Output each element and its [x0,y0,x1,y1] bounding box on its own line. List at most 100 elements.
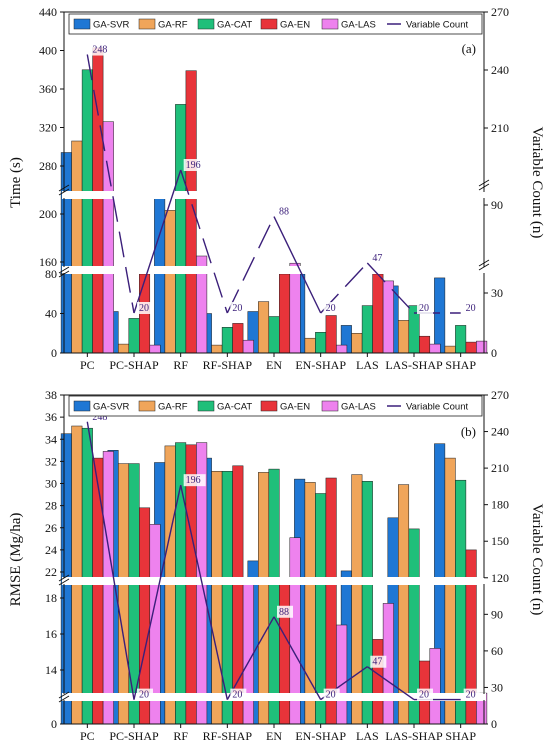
legend-swatch [73,400,91,412]
y2-tick-label: 210 [491,121,509,135]
x-tick-label: RF-SHAP [203,729,253,743]
legend-swatch [197,18,215,30]
variable-count-label: 20 [466,690,476,701]
variable-count-label: 196 [186,160,201,171]
legend-label: Variable Count [406,20,469,31]
axis-break-gap [482,192,486,198]
y-tick-label: 320 [39,121,57,135]
bar [361,305,373,354]
panel-label: (a) [462,41,476,56]
variable-count-label-bg [277,605,293,618]
variable-count-segment [86,421,135,700]
variable-count-label-bg [277,205,293,218]
bar [258,472,270,725]
legend-label: GA-SVR [93,20,130,31]
x-tick-label: PC-SHAP [109,358,159,372]
legend-label: GA-EN [280,402,310,413]
variable-count-segment [226,216,275,314]
bar [315,332,327,354]
panel-label: (b) [461,424,476,439]
variable-count-label-bg [417,688,433,701]
y2-tick-label: 120 [491,571,509,585]
variable-count-segment [273,216,322,314]
variable-count-segment [366,666,415,701]
bar [118,463,130,725]
bar [81,427,93,725]
y-tick-label: 24 [45,543,57,557]
legend-label: GA-CAT [217,402,252,413]
axis-break-band [62,693,486,701]
legend-swatch [260,400,278,412]
legend-label: Variable Count [406,402,469,413]
bar [304,337,316,354]
x-tick-label: SHAP [445,729,476,743]
y-tick-label: 0 [51,346,57,360]
variable-count-label: 248 [92,45,107,56]
axis-break-slash [58,574,70,582]
variable-count-label-bg [90,43,113,56]
bar [149,344,161,354]
bar [351,474,363,725]
legend: GA-SVR GA-RF GA-CAT GA-EN GA-LAS Variable Cou… [68,395,483,417]
bar [336,624,348,725]
legend-label: GA-RF [158,20,188,31]
y2-axis-title: Variable Count (n) [529,127,545,239]
variable-count-label: 20 [139,690,149,701]
bar [232,323,244,354]
x-tick-label: PC [80,358,95,372]
y2-tick-label: 30 [491,680,503,694]
plot-frame [63,11,485,354]
axis-break-slash [58,266,70,274]
bar [71,140,83,354]
bar [211,471,223,725]
variable-count-label: 20 [419,690,429,701]
legend: GA-SVR GA-RF GA-CAT GA-EN GA-LAS Variable Cou… [68,13,483,35]
y-tick-label: 160 [39,255,57,269]
y-tick-label: 40 [45,307,57,321]
legend-label: GA-LAS [341,20,376,31]
bar [398,484,410,725]
y2-tick-label: 210 [491,461,509,475]
y-tick-label: 22 [45,565,57,579]
bar [258,301,270,354]
y2-tick-label: 90 [491,607,503,621]
y-tick-label: 440 [39,5,57,19]
bar [444,457,456,725]
y-tick-label: 360 [39,82,57,96]
y-axis-title: RMSE (Mg/ha) [8,513,24,607]
bar [102,451,114,725]
bar [325,477,337,725]
y2-tick-label: 240 [491,425,509,439]
legend-label: GA-LAS [341,402,376,413]
y-tick-label: 34 [45,432,57,446]
variable-count-segment [180,485,228,700]
legend-swatch [260,18,278,30]
y-tick-label: 200 [39,207,57,221]
y2-tick-label: 240 [491,63,509,77]
variable-count-segment [180,169,228,314]
axis-break-slash [58,578,70,586]
variable-count-label-bg [183,474,206,487]
variable-count-label-bg [463,302,480,314]
x-tick-label: RF [173,729,188,743]
variable-count-label: 20 [419,303,429,314]
legend-swatch [73,18,91,30]
x-tick-label: PC-SHAP [109,729,159,743]
y2-tick-label: 150 [491,534,509,548]
variable-count-label: 47 [372,253,382,264]
axis-break-band [62,577,486,585]
x-tick-label: EN-SHAP [295,729,346,743]
y-tick-label: 30 [45,477,57,491]
variable-count-label-bg [323,688,340,701]
axis-break-slash [478,259,490,267]
variable-count-label: 20 [139,303,149,314]
axis-break-gap [62,192,66,198]
variable-count-label-bg [230,688,247,701]
axis-break-gap [482,694,486,700]
bar [336,344,348,354]
axis-break-slash [58,695,70,703]
y-tick-label: 400 [39,44,57,58]
y-tick-label: 38 [45,388,57,402]
